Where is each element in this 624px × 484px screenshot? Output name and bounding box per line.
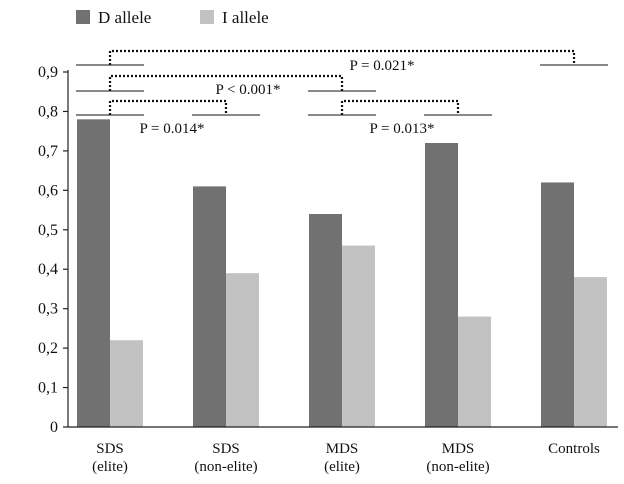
y-tick-label: 0,4 <box>38 261 58 278</box>
x-category-label: Controls <box>548 441 600 457</box>
bar-d-allele-3 <box>425 143 458 427</box>
y-tick-label: 0,2 <box>38 340 58 357</box>
bar-d-allele-4 <box>541 182 574 427</box>
y-tick-label: 0,9 <box>38 64 58 81</box>
y-tick-label: 0 <box>50 419 58 436</box>
bar-i-allele-1 <box>226 273 259 427</box>
bar-i-allele-4 <box>574 277 607 427</box>
y-tick-label: 0,5 <box>38 222 58 239</box>
legend: D allele I allele <box>76 8 269 27</box>
x-category-label: MDS (non-elite) <box>426 441 489 475</box>
y-tick-label: 0,8 <box>38 103 58 120</box>
y-tick-label: 0,7 <box>38 143 58 160</box>
legend-label: I allele <box>222 8 269 27</box>
y-axis: 0 0,1 0,2 0,3 0,4 0,5 0,6 0,7 0,8 0,9 <box>38 64 69 436</box>
bar-i-allele-2 <box>342 245 375 427</box>
x-category-label: SDS (non-elite) <box>194 441 257 475</box>
significance-brackets: P = 0.014* P < 0.001* P = 0.013* P = 0.021* <box>76 49 608 137</box>
significance-bracket <box>108 49 576 65</box>
significance-bracket <box>108 99 228 115</box>
bar-d-allele-1 <box>193 186 226 427</box>
bars <box>77 119 607 427</box>
p-value-label: P < 0.001* <box>216 82 281 98</box>
legend-swatch <box>76 10 90 24</box>
x-category-label: MDS (elite) <box>324 441 360 475</box>
legend-swatch <box>200 10 214 24</box>
x-axis: SDS (elite) SDS (non-elite) MDS (elite) MDS (no… <box>68 426 618 475</box>
x-category-label: SDS (elite) <box>92 441 128 475</box>
p-value-label: P = 0.021* <box>350 58 415 74</box>
bar-d-allele-0 <box>77 119 110 427</box>
bar-i-allele-0 <box>110 340 143 427</box>
p-value-label: P = 0.014* <box>140 121 205 137</box>
legend-label: D allele <box>98 8 151 27</box>
bar-i-allele-3 <box>458 316 491 427</box>
y-tick-label: 0,3 <box>38 301 58 318</box>
y-tick-label: 0,1 <box>38 380 58 397</box>
p-value-label: P = 0.013* <box>370 121 435 137</box>
y-tick-label: 0,6 <box>38 182 58 199</box>
bar-d-allele-2 <box>309 214 342 427</box>
significance-bracket <box>340 99 460 115</box>
